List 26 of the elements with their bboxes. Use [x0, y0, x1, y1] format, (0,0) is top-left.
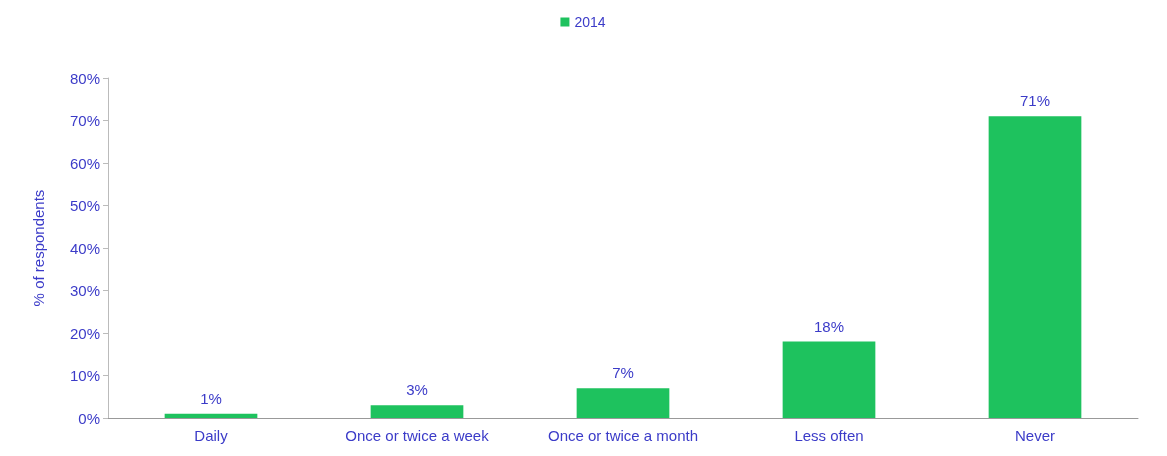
x-tick-label: Once or twice a month	[547, 427, 699, 444]
data-label: 71%	[1019, 92, 1051, 110]
legend-label: 2014	[574, 14, 606, 30]
data-label: 3%	[406, 381, 428, 399]
bar	[370, 405, 464, 418]
y-tick-label: 10%	[69, 367, 100, 384]
y-tick-label: 60%	[69, 154, 100, 172]
x-tick-label: Never	[1014, 427, 1056, 444]
x-tick-label: Less often	[794, 427, 864, 444]
data-label: 1%	[200, 389, 222, 407]
y-tick-label: 20%	[69, 324, 100, 342]
y-tick-label: 30%	[69, 282, 100, 299]
x-tick-label: Daily	[194, 427, 229, 444]
y-tick-label: 50%	[69, 197, 100, 214]
data-label: 18%	[813, 317, 845, 335]
bar	[576, 388, 670, 418]
bar	[782, 341, 876, 418]
y-tick-label: 40%	[69, 239, 100, 257]
bar	[164, 413, 258, 418]
x-tick-label: Once or twice a week	[345, 427, 490, 444]
bar	[988, 116, 1082, 418]
y-axis-title: % of respondents	[30, 189, 47, 307]
y-tick-label: 80%	[69, 69, 100, 87]
data-label: 7%	[612, 364, 634, 382]
y-tick-label: 70%	[69, 112, 100, 129]
y-tick-label: 0%	[78, 409, 100, 427]
